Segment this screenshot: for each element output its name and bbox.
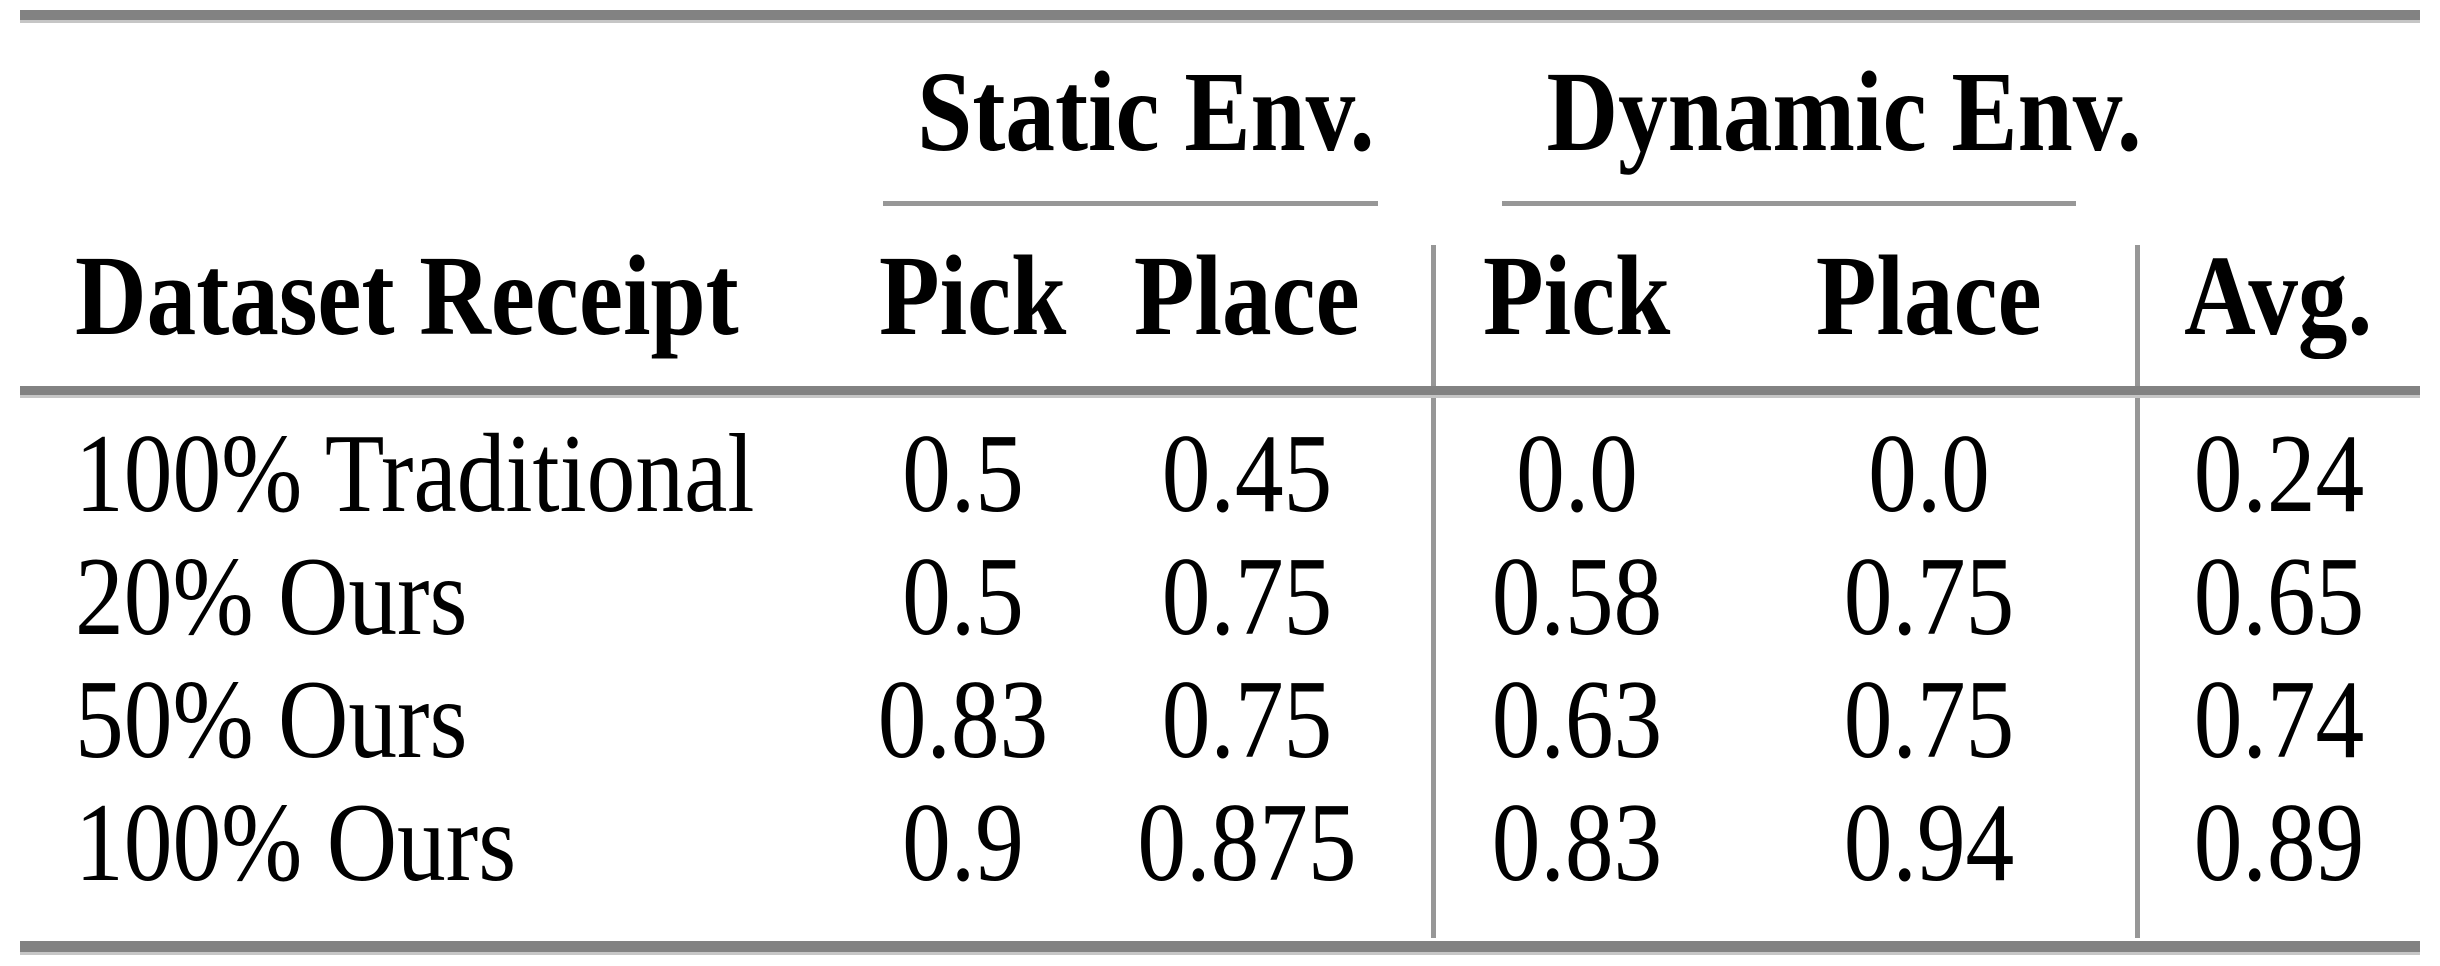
table-cell-static-pick: 0.83: [877, 658, 1049, 782]
column-header-static-place: Place: [1133, 232, 1360, 359]
static-env-group-label: Static Env.: [917, 48, 1375, 175]
table-cell-static-pick: 0.5: [901, 535, 1024, 659]
column-header-static-pick: Pick: [878, 232, 1067, 359]
table-cell-avg: 0.74: [2193, 658, 2364, 782]
table-cell-dynamic-pick: 0.83: [1491, 781, 1662, 905]
table-cell-dynamic-place: 0.94: [1843, 781, 2014, 905]
column-header-row: Dataset Receipt Pick Place Pick Place Av…: [20, 232, 2420, 360]
table-row-label: 20% Ours: [75, 535, 468, 659]
table-row-label: 100% Ours: [75, 781, 517, 905]
table-cell-static-pick: 0.5: [901, 412, 1024, 536]
table-row-label: 50% Ours: [75, 658, 468, 782]
bottom-rule: [20, 941, 2420, 955]
table-cell-dynamic-pick: 0.0: [1515, 412, 1638, 536]
table-cell-dynamic-place: 0.0: [1867, 412, 1990, 536]
column-header-dynamic-pick: Pick: [1482, 232, 1671, 359]
table-cell-static-place: 0.875: [1136, 781, 1357, 905]
table-cell-static-place: 0.75: [1161, 535, 1332, 659]
table-cell-dynamic-place: 0.75: [1843, 658, 2014, 782]
table-cell-avg: 0.65: [2193, 535, 2364, 659]
table-cell-dynamic-pick: 0.58: [1491, 535, 1662, 659]
table-cell-dynamic-pick: 0.63: [1491, 658, 1662, 782]
column-header-dataset-receipt: Dataset Receipt: [75, 232, 739, 359]
table-row-label: 100% Traditional: [75, 412, 755, 536]
dynamic-env-underline-rule: [1502, 201, 2076, 206]
static-env-underline-rule: [883, 201, 1378, 206]
column-header-avg: Avg.: [2184, 232, 2373, 359]
header-separator-rule: [20, 386, 2420, 398]
table-cell-avg: 0.24: [2193, 412, 2364, 536]
dynamic-env-group-header: Dynamic Env.: [1502, 42, 2141, 182]
column-header-dynamic-place: Place: [1815, 232, 2042, 359]
static-env-group-header: Static Env.: [883, 42, 1378, 182]
table-cell-static-place: 0.45: [1161, 412, 1332, 536]
table-cell-avg: 0.89: [2193, 781, 2364, 905]
top-rule: [20, 10, 2420, 23]
vertical-rule-static-dynamic: [1431, 245, 1436, 938]
table-body: 100% Traditional 0.5 0.45 0.0 0.0 0.24 2…: [20, 396, 2420, 942]
dynamic-env-group-label: Dynamic Env.: [1546, 48, 2142, 175]
table-cell-static-place: 0.75: [1161, 658, 1332, 782]
table-cell-dynamic-place: 0.75: [1843, 535, 2014, 659]
table-cell-static-pick: 0.9: [901, 781, 1024, 905]
vertical-rule-dynamic-avg: [2135, 245, 2140, 938]
